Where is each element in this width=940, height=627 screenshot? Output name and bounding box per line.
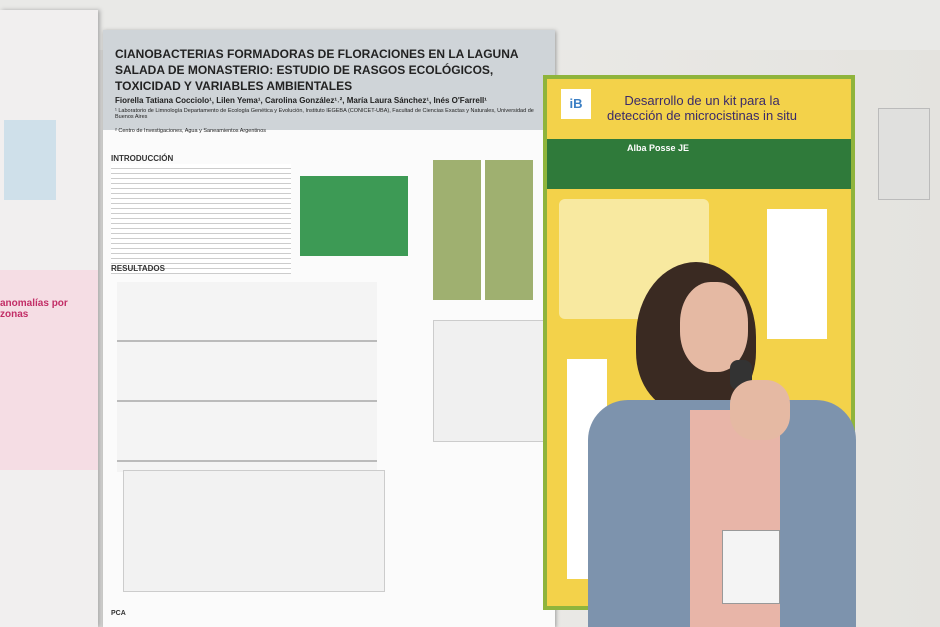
logo: iB xyxy=(561,89,591,119)
poster-title: CIANOBACTERIAS FORMADORAS DE FLORACIONES… xyxy=(115,47,519,93)
hand xyxy=(730,380,790,440)
section-heading: RESULTADOS xyxy=(111,264,165,273)
affiliation: ¹ Laboratorio de Limnología Departamento… xyxy=(115,108,534,120)
map xyxy=(4,120,56,200)
charts xyxy=(117,282,377,472)
authors: Fiorella Tatiana Cocciolo¹, Lilen Yema¹,… xyxy=(115,96,487,105)
affiliation: ² Centro de Investigaciones, Agua y Sane… xyxy=(115,128,267,134)
panel xyxy=(0,270,98,470)
heading: anomalías por zonas xyxy=(0,298,68,320)
text-block xyxy=(111,164,291,274)
section-heading: INTRODUCCIÓN xyxy=(111,154,174,163)
poster-header xyxy=(103,30,555,130)
left-poster: anomalías por zonas xyxy=(0,10,98,627)
author-band xyxy=(547,139,851,189)
map xyxy=(300,176,408,256)
micrographs xyxy=(433,160,533,300)
center-poster: CIANOBACTERIAS FORMADORAS DE FLORACIONES… xyxy=(103,30,555,627)
chart xyxy=(433,320,545,442)
poster-title: Desarrollo de un kit para la detección d… xyxy=(606,93,798,123)
authors: Alba Posse JE xyxy=(627,143,690,153)
badge xyxy=(722,530,780,604)
wall-device xyxy=(878,108,930,200)
section-heading: PCA xyxy=(111,610,126,617)
chart xyxy=(767,209,827,339)
pca-plot xyxy=(123,470,385,592)
face xyxy=(680,282,748,372)
